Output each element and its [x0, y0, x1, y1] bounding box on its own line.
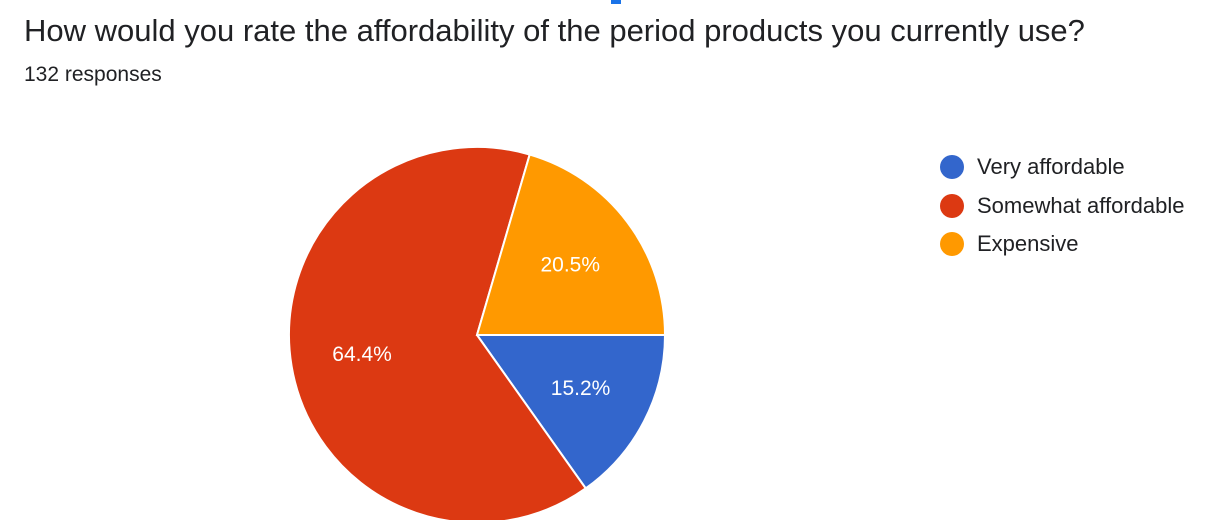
legend-item-expensive[interactable]: Expensive	[940, 225, 1185, 264]
pie-slice-very-affordable[interactable]	[475, 334, 667, 490]
pie-slice-expensive[interactable]	[475, 153, 667, 336]
legend-item-very-affordable[interactable]: Very affordable	[940, 148, 1185, 187]
legend-swatch	[940, 155, 964, 180]
legend-label: Very affordable	[977, 154, 1125, 180]
top-accent-marker	[611, 0, 621, 4]
pie-slice-somewhat-affordable[interactable]	[288, 146, 588, 520]
pie-slice-label-somewhat-affordable: 64.4%	[332, 343, 392, 366]
chart-legend: Very affordable Somewhat affordable Expens…	[940, 148, 1185, 264]
pie-slice-label-very-affordable: 15.2%	[551, 377, 611, 400]
legend-swatch	[940, 193, 964, 218]
response-count: 132 responses	[24, 63, 162, 86]
legend-swatch	[940, 232, 964, 257]
pie-slice-label-expensive: 20.5%	[540, 254, 600, 277]
legend-label: Expensive	[977, 231, 1079, 257]
question-title: How would you rate the affordability of …	[24, 13, 1085, 48]
legend-label: Somewhat affordable	[977, 192, 1185, 218]
legend-item-somewhat-affordable[interactable]: Somewhat affordable	[940, 187, 1185, 226]
